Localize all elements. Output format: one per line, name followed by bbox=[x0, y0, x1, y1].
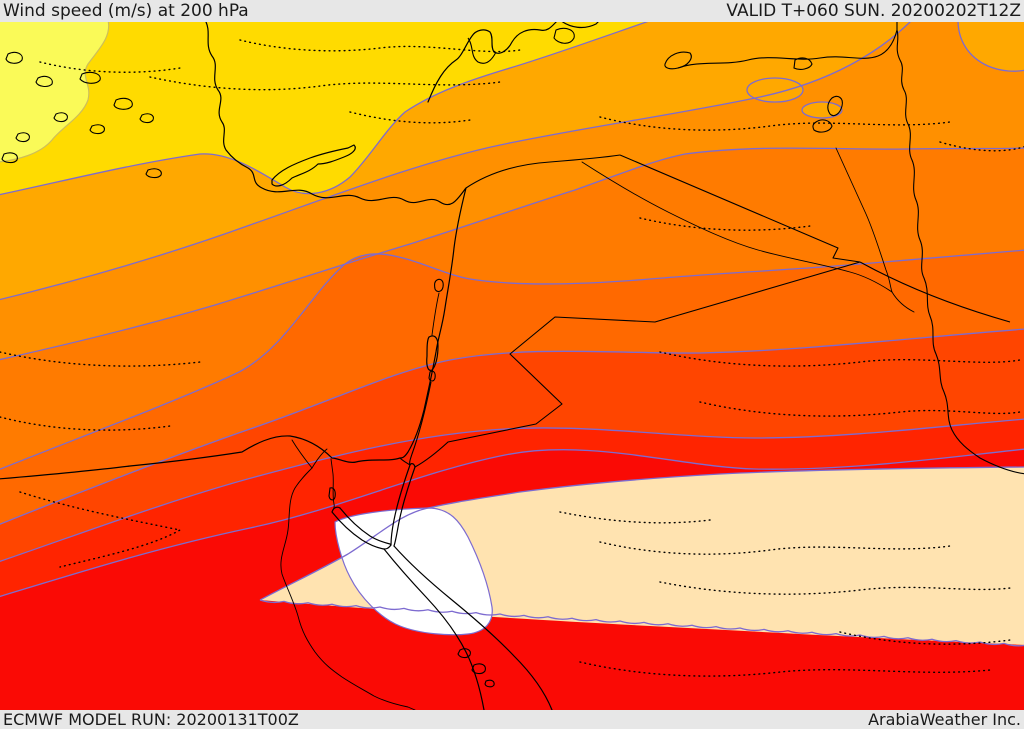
map-title: Wind speed (m/s) at 200 hPa bbox=[3, 1, 249, 21]
valid-time-label: VALID T+060 SUN. 20200202T12Z bbox=[726, 1, 1021, 21]
credit-label: ArabiaWeather Inc. bbox=[868, 710, 1021, 729]
country-borders bbox=[399, 22, 1024, 475]
status-bar: ECMWF MODEL RUN: 20200131T00Z ArabiaWeat… bbox=[0, 710, 1024, 729]
rivers bbox=[581, 147, 915, 313]
model-run-label: ECMWF MODEL RUN: 20200131T00Z bbox=[3, 710, 299, 729]
wind-speed-contour-lines bbox=[0, 22, 1024, 647]
title-bar: Wind speed (m/s) at 200 hPa VALID T+060 … bbox=[0, 0, 1024, 22]
map-image bbox=[0, 22, 1024, 710]
dotted-admin-boundaries bbox=[0, 39, 1024, 677]
coastlines bbox=[0, 22, 843, 710]
wind-speed-contour-map bbox=[0, 22, 1024, 710]
speed-band-fills bbox=[0, 22, 1024, 710]
